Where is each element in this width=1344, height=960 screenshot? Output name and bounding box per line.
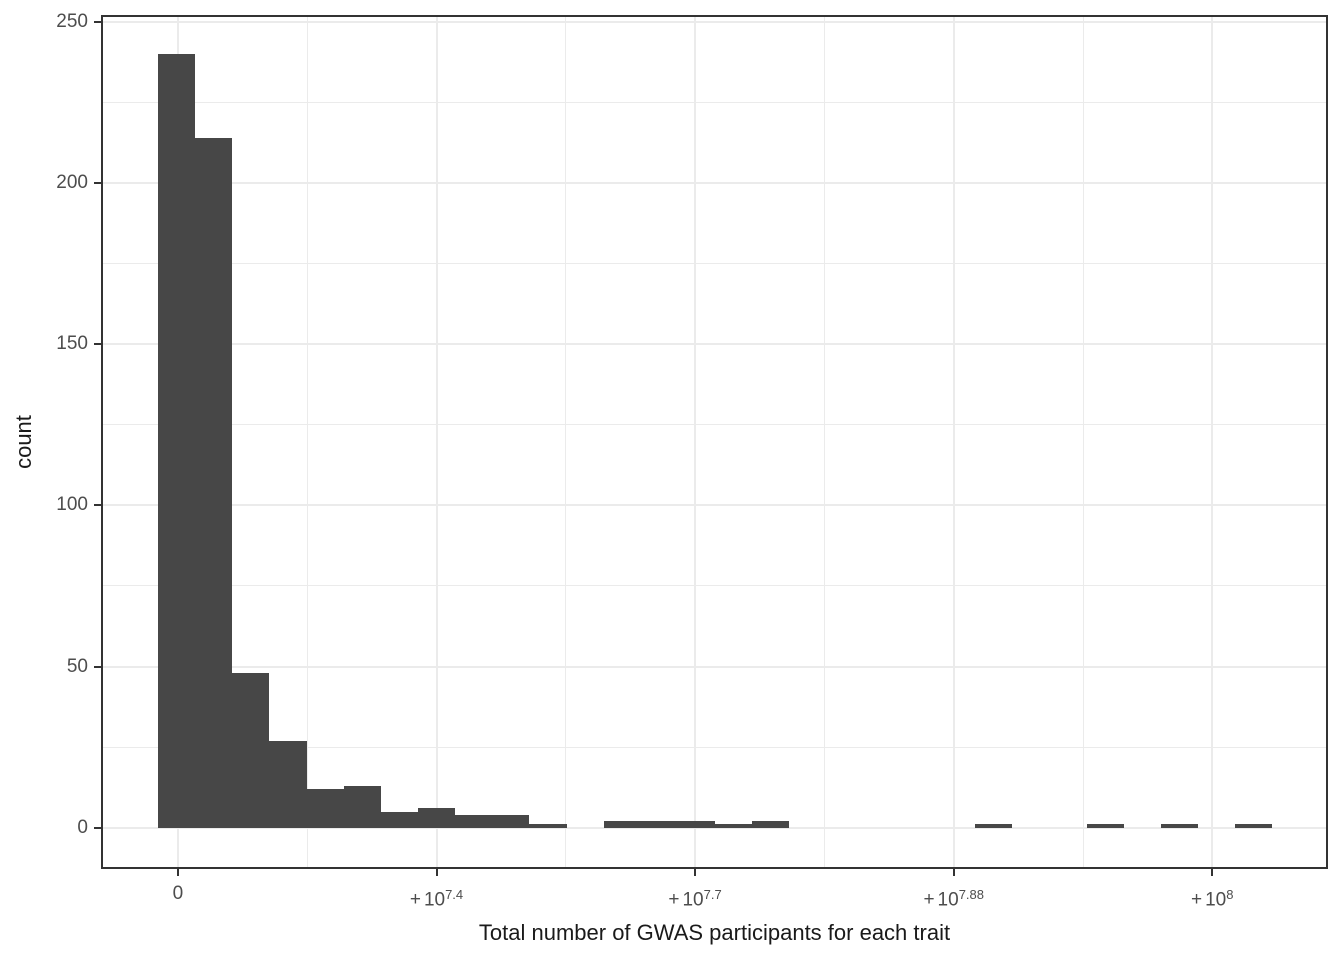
histogram-bar <box>343 785 381 828</box>
x-minor-gridline <box>1082 17 1084 867</box>
x-major-gridline <box>952 17 955 867</box>
y-major-gridline <box>103 20 1326 23</box>
histogram-bar <box>195 137 233 828</box>
y-axis-tick <box>94 343 101 346</box>
y-axis-tick-label: 100 <box>56 494 88 516</box>
histogram-bar <box>269 740 307 828</box>
histogram-bar <box>529 824 567 828</box>
histogram-bar <box>418 808 456 828</box>
histogram-bar <box>492 814 530 828</box>
y-minor-gridline <box>103 101 1326 103</box>
x-axis-tick <box>1211 869 1214 876</box>
exponent: 7.4 <box>445 887 464 902</box>
x-axis-tick <box>952 869 955 876</box>
x-axis-tick-label: +107.4 <box>409 887 464 911</box>
histogram-bar <box>715 824 753 828</box>
y-minor-gridline <box>103 424 1326 426</box>
y-axis-tick-label: 50 <box>66 655 88 677</box>
exponent: 7.7 <box>703 887 722 902</box>
y-axis-tick <box>94 182 101 184</box>
plot-panel <box>101 15 1328 869</box>
histogram-bar <box>603 821 641 828</box>
x-axis-tick-label: 0 <box>172 883 184 904</box>
y-minor-gridline <box>103 746 1326 748</box>
histogram-bar <box>1235 824 1273 828</box>
histogram-bar <box>1160 824 1199 828</box>
histogram-bar <box>455 814 493 828</box>
y-axis-tick <box>94 826 101 829</box>
x-axis-tick-label: +107.88 <box>923 887 984 911</box>
plus-sign: + <box>668 889 680 911</box>
y-major-gridline <box>103 182 1326 184</box>
y-axis-tick <box>94 20 101 23</box>
plus-sign: + <box>923 889 935 911</box>
x-major-gridline <box>435 17 438 867</box>
y-axis-title: count <box>11 415 36 469</box>
plus-sign: + <box>1191 889 1203 911</box>
y-axis-tick-label: 0 <box>77 816 88 838</box>
histogram-bar <box>975 824 1013 828</box>
x-axis-tick <box>694 869 697 876</box>
y-axis-tick <box>94 665 101 668</box>
exponent: 7.88 <box>958 887 984 902</box>
x-axis-tick <box>435 869 438 876</box>
y-major-gridline <box>103 343 1326 346</box>
y-major-gridline <box>103 504 1326 507</box>
exponent: 8 <box>1226 887 1234 902</box>
histogram-bar <box>158 54 196 828</box>
x-axis-tick-label: +108 <box>1191 887 1234 911</box>
x-minor-gridline <box>823 17 825 867</box>
x-axis-tick-label: +107.7 <box>668 887 722 911</box>
y-axis-tick-label: 200 <box>56 172 88 193</box>
histogram-bar <box>232 672 270 828</box>
plus-sign: + <box>409 889 421 911</box>
histogram-bar <box>678 821 716 828</box>
x-minor-gridline <box>306 17 308 867</box>
y-axis-tick <box>94 504 101 507</box>
x-minor-gridline <box>565 17 567 867</box>
y-axis-tick-label: 150 <box>56 333 88 355</box>
y-axis-tick-label: 250 <box>56 10 88 32</box>
histogram-bar <box>306 788 344 828</box>
y-minor-gridline <box>103 263 1326 265</box>
y-major-gridline <box>103 665 1326 668</box>
x-major-gridline <box>694 17 697 867</box>
histogram-bar <box>1086 824 1124 828</box>
histogram-bar <box>380 811 419 828</box>
histogram-bar <box>640 821 679 828</box>
x-axis-tick <box>176 869 179 876</box>
x-major-gridline <box>1211 17 1214 867</box>
histogram-bar <box>752 821 790 828</box>
y-minor-gridline <box>103 585 1326 587</box>
x-axis-title: Total number of GWAS participants for ea… <box>478 920 951 945</box>
y-major-gridline <box>103 826 1326 829</box>
